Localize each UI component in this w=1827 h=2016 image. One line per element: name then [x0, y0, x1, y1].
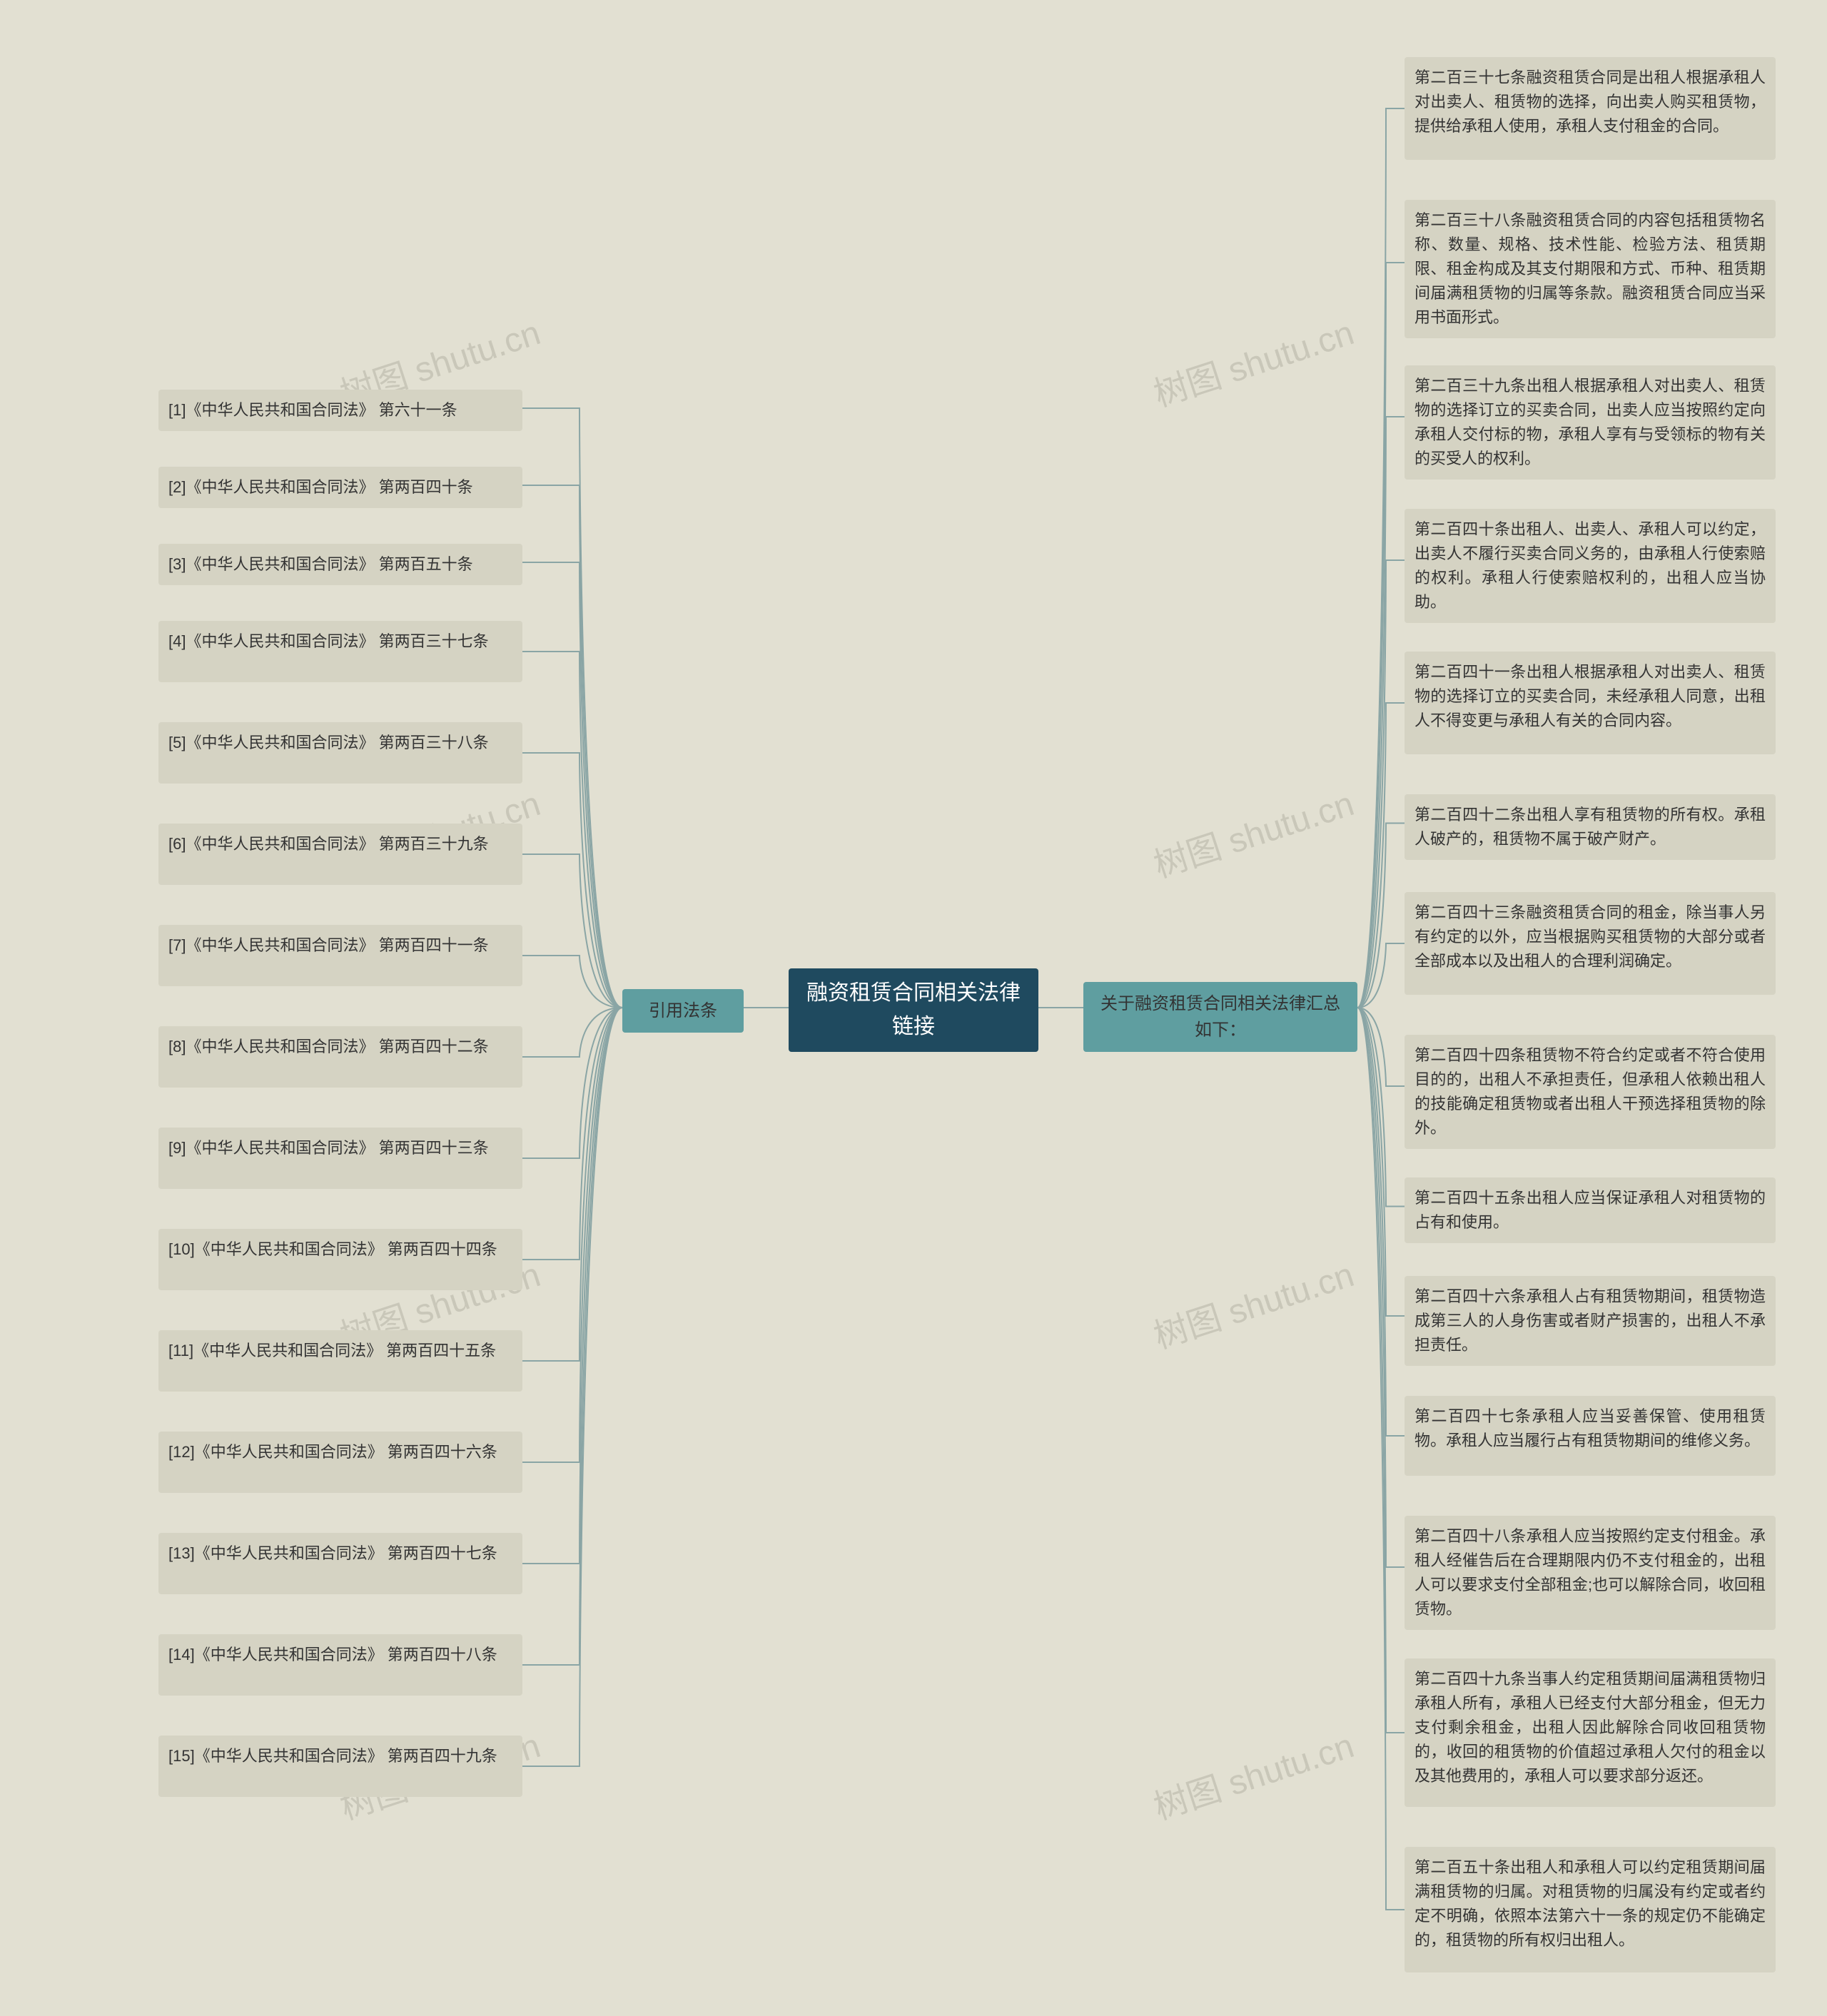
right-leaf-10: 第二百四十七条承租人应当妥善保管、使用租赁物。承租人应当履行占有租赁物期间的维修…	[1405, 1396, 1776, 1476]
watermark: 树图 shutu.cn	[1146, 305, 1359, 416]
right-leaf-8: 第二百四十五条出租人应当保证承租人对租赁物的占有和使用。	[1405, 1177, 1776, 1243]
left-leaf-10: [11]《中华人民共和国合同法》 第两百四十五条	[158, 1330, 522, 1392]
left-leaf-4: [5]《中华人民共和国合同法》 第两百三十八条	[158, 722, 522, 784]
left-leaf-3: [4]《中华人民共和国合同法》 第两百三十七条	[158, 621, 522, 682]
left-leaf-12: [13]《中华人民共和国合同法》 第两百四十七条	[158, 1533, 522, 1594]
branch-right: 关于融资租赁合同相关法律汇总如下：	[1083, 982, 1357, 1052]
mindmap-canvas: 树图 shutu.cn 树图 shutu.cn 树图 shutu.cn 树图 shut…	[0, 0, 1827, 2016]
left-leaf-11: [12]《中华人民共和国合同法》 第两百四十六条	[158, 1432, 522, 1493]
watermark: 树图 shutu.cn	[1146, 1718, 1359, 1829]
left-leaf-2: [3]《中华人民共和国合同法》 第两百五十条	[158, 544, 522, 585]
watermark: 树图 shutu.cn	[1146, 776, 1359, 887]
left-leaf-1: [2]《中华人民共和国合同法》 第两百四十条	[158, 467, 522, 508]
left-leaf-0: [1]《中华人民共和国合同法》 第六十一条	[158, 390, 522, 431]
right-leaf-13: 第二百五十条出租人和承租人可以约定租赁期间届满租赁物的归属。对租赁物的归属没有约…	[1405, 1847, 1776, 1972]
left-leaf-14: [15]《中华人民共和国合同法》 第两百四十九条	[158, 1736, 522, 1797]
right-leaf-6: 第二百四十三条融资租赁合同的租金，除当事人另有约定的以外，应当根据购买租赁物的大…	[1405, 892, 1776, 995]
right-leaf-11: 第二百四十八条承租人应当按照约定支付租金。承租人经催告后在合理期限内仍不支付租金…	[1405, 1516, 1776, 1630]
right-leaf-2: 第二百三十九条出租人根据承租人对出卖人、租赁物的选择订立的买卖合同，出卖人应当按…	[1405, 365, 1776, 480]
left-leaf-8: [9]《中华人民共和国合同法》 第两百四十三条	[158, 1128, 522, 1189]
left-leaf-5: [6]《中华人民共和国合同法》 第两百三十九条	[158, 824, 522, 885]
right-leaf-5: 第二百四十二条出租人享有租赁物的所有权。承租人破产的，租赁物不属于破产财产。	[1405, 794, 1776, 860]
left-leaf-13: [14]《中华人民共和国合同法》 第两百四十八条	[158, 1634, 522, 1696]
right-leaf-9: 第二百四十六条承租人占有租赁物期间，租赁物造成第三人的人身伤害或者财产损害的，出…	[1405, 1276, 1776, 1366]
right-leaf-1: 第二百三十八条融资租赁合同的内容包括租赁物名称、数量、规格、技术性能、检验方法、…	[1405, 200, 1776, 338]
left-leaf-9: [10]《中华人民共和国合同法》 第两百四十四条	[158, 1229, 522, 1290]
branch-left: 引用法条	[622, 989, 744, 1033]
root-node: 融资租赁合同相关法律链接	[789, 968, 1038, 1052]
watermark: 树图 shutu.cn	[1146, 1247, 1359, 1358]
right-leaf-4: 第二百四十一条出租人根据承租人对出卖人、租赁物的选择订立的买卖合同，未经承租人同…	[1405, 652, 1776, 754]
right-leaf-3: 第二百四十条出租人、出卖人、承租人可以约定，出卖人不履行买卖合同义务的，由承租人…	[1405, 509, 1776, 623]
right-leaf-7: 第二百四十四条租赁物不符合约定或者不符合使用目的的，出租人不承担责任，但承租人依…	[1405, 1035, 1776, 1149]
right-leaf-12: 第二百四十九条当事人约定租赁期间届满租赁物归承租人所有，承租人已经支付大部分租金…	[1405, 1658, 1776, 1807]
right-leaf-0: 第二百三十七条融资租赁合同是出租人根据承租人对出卖人、租赁物的选择，向出卖人购买…	[1405, 57, 1776, 160]
left-leaf-7: [8]《中华人民共和国合同法》 第两百四十二条	[158, 1026, 522, 1088]
left-leaf-6: [7]《中华人民共和国合同法》 第两百四十一条	[158, 925, 522, 986]
